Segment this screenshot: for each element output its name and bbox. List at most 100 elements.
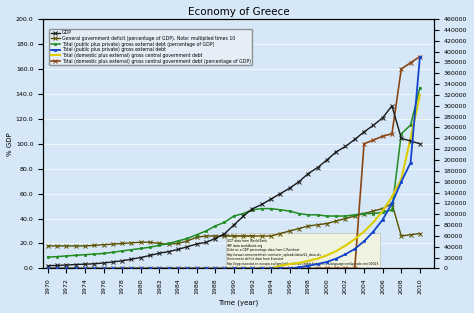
Total (domestic plus external) gross central government debt — [399, 177, 404, 181]
Total (domestic plus external) gross central government debt — [166, 267, 172, 270]
GDP — [240, 214, 246, 218]
Total (domestic plus external) gross central government debt (percentage of GDP) — [82, 267, 88, 270]
Total (domestic plus external) gross central government debt — [82, 267, 88, 270]
Total (domestic plus external) gross central government debt (percentage of GDP) — [380, 134, 385, 138]
Total (public plus private) gross external debt — [352, 247, 357, 251]
General government deficit (percentage of GDP). Note: multiplied times 10: (2.01e+03, 48): multiplied times 10: (2.01e+03, 48) — [380, 207, 385, 210]
General government deficit (percentage of GDP). Note: multiplied times 10: (2e+03, 42): multiplied times 10: (2e+03, 42) — [352, 214, 357, 218]
Total (public plus private) gross external debt (percentage of GDP) — [352, 213, 357, 217]
Total (public plus private) gross external debt (percentage of GDP) — [277, 208, 283, 212]
Total (domestic plus external) gross central government debt (percentage of GDP) — [184, 267, 190, 270]
Total (domestic plus external) gross central government debt (percentage of GDP) — [352, 267, 357, 270]
Total (domestic plus external) gross central government debt (percentage of GDP) — [147, 267, 153, 270]
Total (public plus private) gross external debt — [119, 267, 125, 270]
GDP — [305, 172, 311, 176]
Total (domestic plus external) gross central government debt (percentage of GDP) — [119, 267, 125, 270]
Total (domestic plus external) gross central government debt (percentage of GDP) — [73, 267, 79, 270]
Total (domestic plus external) gross central government debt (percentage of GDP) — [64, 267, 69, 270]
GDP — [231, 223, 237, 227]
Line: Total (public plus private) gross external debt (percentage of GDP): Total (public plus private) gross extern… — [46, 86, 421, 259]
Total (public plus private) gross external debt — [250, 267, 255, 270]
Total (public plus private) gross external debt (percentage of GDP) — [417, 86, 423, 90]
Total (public plus private) gross external debt (percentage of GDP) — [250, 208, 255, 212]
General government deficit (percentage of GDP). Note: multiplied times 10: (2e+03, 46): multiplied times 10: (2e+03, 46) — [371, 209, 376, 213]
GDP — [296, 180, 302, 183]
Total (public plus private) gross external debt (percentage of GDP) — [194, 233, 200, 237]
General government deficit (percentage of GDP). Note: multiplied times 10: (2.01e+03, 28): multiplied times 10: (2.01e+03, 28) — [417, 232, 423, 235]
Line: Total (domestic plus external) gross central government debt: Total (domestic plus external) gross cen… — [48, 95, 420, 269]
Total (domestic plus external) gross central government debt — [277, 264, 283, 268]
Total (public plus private) gross external debt — [389, 202, 395, 205]
Total (domestic plus external) gross central government debt — [212, 267, 218, 270]
General government deficit (percentage of GDP). Note: multiplied times 10: (2e+03, 28): multiplied times 10: (2e+03, 28) — [277, 232, 283, 235]
GDP — [91, 262, 97, 266]
Total (public plus private) gross external debt — [175, 267, 181, 270]
Total (domestic plus external) gross central government debt — [54, 267, 60, 270]
Total (domestic plus external) gross central government debt — [128, 267, 134, 270]
Total (public plus private) gross external debt (percentage of GDP) — [91, 252, 97, 256]
Total (public plus private) gross external debt (percentage of GDP) — [259, 207, 264, 210]
Total (public plus private) gross external debt (percentage of GDP) — [138, 247, 144, 250]
Total (domestic plus external) gross central government debt (percentage of GDP) — [296, 267, 302, 270]
GDP — [250, 207, 255, 211]
GDP — [222, 232, 228, 236]
Total (public plus private) gross external debt — [408, 161, 413, 165]
Total (public plus private) gross external debt — [203, 267, 209, 270]
Total (public plus private) gross external debt — [110, 267, 116, 270]
Total (public plus private) gross external debt — [417, 55, 423, 59]
GDP — [389, 104, 395, 108]
Total (domestic plus external) gross central government debt (percentage of GDP) — [268, 267, 274, 270]
Total (domestic plus external) gross central government debt — [203, 267, 209, 270]
Total (public plus private) gross external debt — [333, 257, 339, 260]
Total (domestic plus external) gross central government debt — [324, 254, 330, 257]
General government deficit (percentage of GDP). Note: multiplied times 10: (2e+03, 32): multiplied times 10: (2e+03, 32) — [296, 227, 302, 230]
Total (public plus private) gross external debt (percentage of GDP) — [389, 208, 395, 212]
General government deficit (percentage of GDP). Note: multiplied times 10: (2.01e+03, 27): multiplied times 10: (2.01e+03, 27) — [408, 233, 413, 237]
GDP — [259, 203, 264, 206]
GDP — [82, 262, 88, 266]
Total (domestic plus external) gross central government debt — [268, 267, 274, 270]
Total (domestic plus external) gross central government debt (percentage of GDP) — [361, 142, 367, 146]
GDP — [166, 250, 172, 254]
Total (public plus private) gross external debt (percentage of GDP) — [119, 249, 125, 253]
Total (public plus private) gross external debt — [305, 264, 311, 268]
Total (domestic plus external) gross central government debt — [250, 267, 255, 270]
Total (domestic plus external) gross central government debt (percentage of GDP) — [166, 267, 172, 270]
Total (domestic plus external) gross central government debt (percentage of GDP) — [343, 267, 348, 270]
Total (public plus private) gross external debt — [324, 260, 330, 264]
Total (public plus private) gross external debt — [184, 267, 190, 270]
General government deficit (percentage of GDP). Note: multiplied times 10: (1.99e+03, 26): multiplied times 10: (1.99e+03, 26) — [231, 234, 237, 238]
Total (public plus private) gross external debt (percentage of GDP) — [333, 214, 339, 218]
Text: Reference Sources:
GDP data from World Bank
IMF data worldbank.org
Debt as a GDP: Reference Sources: GDP data from World B… — [227, 234, 379, 266]
Total (domestic plus external) gross central government debt (percentage of GDP) — [324, 267, 330, 270]
General government deficit (percentage of GDP). Note: multiplied times 10: (1.98e+03, 19.5): multiplied times 10: (1.98e+03, 19.5) — [110, 242, 116, 246]
GDP — [73, 263, 79, 266]
Total (domestic plus external) gross central government debt — [45, 267, 51, 270]
GDP — [100, 261, 106, 265]
Total (public plus private) gross external debt — [343, 252, 348, 256]
Total (public plus private) gross external debt — [240, 267, 246, 270]
Total (domestic plus external) gross central government debt (percentage of GDP) — [371, 138, 376, 142]
Total (domestic plus external) gross central government debt (percentage of GDP) — [231, 267, 237, 270]
Total (domestic plus external) gross central government debt — [73, 267, 79, 270]
Total (public plus private) gross external debt — [371, 230, 376, 233]
Total (domestic plus external) gross central government debt — [417, 93, 423, 97]
Total (public plus private) gross external debt — [91, 267, 97, 270]
Total (public plus private) gross external debt — [138, 267, 144, 270]
General government deficit (percentage of GDP). Note: multiplied times 10: (1.98e+03, 19.5): multiplied times 10: (1.98e+03, 19.5) — [166, 242, 172, 246]
Total (public plus private) gross external debt (percentage of GDP) — [166, 242, 172, 245]
Total (public plus private) gross external debt — [194, 267, 200, 270]
GDP — [352, 137, 357, 141]
GDP — [399, 136, 404, 140]
Total (domestic plus external) gross central government debt (percentage of GDP) — [194, 267, 200, 270]
General government deficit (percentage of GDP). Note: multiplied times 10: (1.97e+03, 18): multiplied times 10: (1.97e+03, 18) — [64, 244, 69, 248]
Total (domestic plus external) gross central government debt (percentage of GDP) — [417, 55, 423, 59]
Total (domestic plus external) gross central government debt (percentage of GDP) — [305, 267, 311, 270]
Total (public plus private) gross external debt (percentage of GDP) — [54, 255, 60, 259]
GDP — [277, 192, 283, 196]
GDP — [64, 263, 69, 267]
GDP — [194, 242, 200, 246]
GDP — [408, 139, 413, 143]
GDP — [268, 197, 274, 201]
General government deficit (percentage of GDP). Note: multiplied times 10: (1.98e+03, 21): multiplied times 10: (1.98e+03, 21) — [138, 240, 144, 244]
